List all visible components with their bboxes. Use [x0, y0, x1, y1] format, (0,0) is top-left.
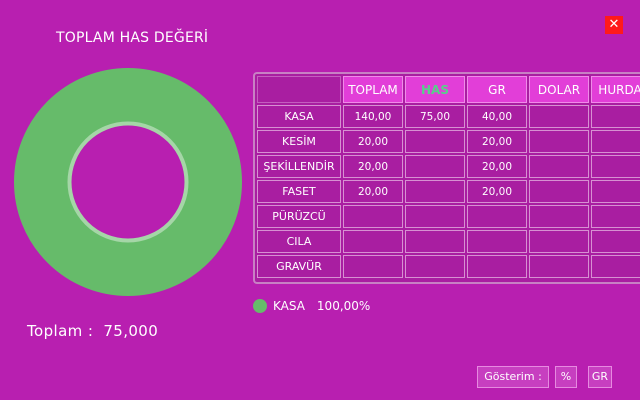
- total-label: Toplam :: [27, 322, 94, 340]
- table-cell[interactable]: [591, 180, 640, 203]
- row-label: CILA: [257, 230, 341, 253]
- table-cell[interactable]: 40,00: [467, 105, 527, 128]
- table-cell[interactable]: [343, 255, 403, 278]
- table-cell[interactable]: 140,00: [343, 105, 403, 128]
- row-label: KASA: [257, 105, 341, 128]
- table-cell[interactable]: [405, 180, 465, 203]
- table-cell[interactable]: [343, 230, 403, 253]
- table-cell[interactable]: 20,00: [467, 130, 527, 153]
- row-label: PÜRÜZCÜ: [257, 205, 341, 228]
- table-cell[interactable]: [467, 205, 527, 228]
- table-cell[interactable]: 20,00: [467, 155, 527, 178]
- table-row: ŞEKİLLENDİR 20,00 20,00: [257, 155, 640, 178]
- table-row: KESİM 20,00 20,00: [257, 130, 640, 153]
- table-row: CILA: [257, 230, 640, 253]
- table-cell[interactable]: [591, 130, 640, 153]
- table-cell[interactable]: 20,00: [343, 180, 403, 203]
- table-cell[interactable]: [405, 155, 465, 178]
- table-cell[interactable]: [343, 205, 403, 228]
- table-cell[interactable]: [529, 205, 589, 228]
- table-cell[interactable]: [591, 255, 640, 278]
- close-icon: ✕: [608, 17, 620, 32]
- total-summary: Toplam : 75,000: [27, 322, 158, 340]
- table-corner-cell: [257, 76, 341, 103]
- chart-legend: KASA 100,00%: [253, 299, 370, 313]
- table-cell[interactable]: [529, 155, 589, 178]
- table-cell[interactable]: 20,00: [467, 180, 527, 203]
- table-cell[interactable]: [405, 130, 465, 153]
- header-hurda[interactable]: HURDA: [591, 76, 640, 103]
- table-cell[interactable]: [467, 255, 527, 278]
- display-mode-label: Gösterim :: [477, 366, 549, 388]
- table-row: FASET 20,00 20,00: [257, 180, 640, 203]
- table-row: KASA 140,00 75,00 40,00: [257, 105, 640, 128]
- donut-chart: [14, 68, 242, 296]
- total-value: 75,000: [103, 322, 159, 340]
- table-cell[interactable]: [591, 105, 640, 128]
- header-toplam[interactable]: TOPLAM: [343, 76, 403, 103]
- table-cell[interactable]: [405, 205, 465, 228]
- values-table: TOPLAM HAS GR DOLAR HURDA KASA 140,00 75,0…: [253, 72, 640, 284]
- table-cell[interactable]: 20,00: [343, 155, 403, 178]
- pie-slice-kasa: [14, 68, 242, 296]
- header-has[interactable]: HAS: [405, 76, 465, 103]
- table-cell[interactable]: [591, 230, 640, 253]
- table-cell[interactable]: [529, 130, 589, 153]
- header-dolar[interactable]: DOLAR: [529, 76, 589, 103]
- table-cell[interactable]: 75,00: [405, 105, 465, 128]
- table-header-row: TOPLAM HAS GR DOLAR HURDA: [257, 76, 640, 103]
- close-button[interactable]: ✕: [605, 16, 623, 34]
- legend-percent: 100,00%: [316, 299, 371, 313]
- table-cell[interactable]: [591, 155, 640, 178]
- row-label: ŞEKİLLENDİR: [257, 155, 341, 178]
- table-cell[interactable]: [405, 230, 465, 253]
- table-cell[interactable]: [529, 180, 589, 203]
- row-label: GRAVÜR: [257, 255, 341, 278]
- table-cell[interactable]: [591, 205, 640, 228]
- page-title: TOPLAM HAS DEĞERİ: [56, 30, 209, 46]
- row-label: KESİM: [257, 130, 341, 153]
- table-cell[interactable]: [529, 105, 589, 128]
- table-cell[interactable]: [467, 230, 527, 253]
- legend-label: KASA: [273, 299, 305, 313]
- gram-mode-button[interactable]: GR: [588, 366, 612, 388]
- row-label: FASET: [257, 180, 341, 203]
- table-cell[interactable]: 20,00: [343, 130, 403, 153]
- legend-swatch: [253, 299, 267, 313]
- table-cell[interactable]: [529, 230, 589, 253]
- header-gr[interactable]: GR: [467, 76, 527, 103]
- table-row: PÜRÜZCÜ: [257, 205, 640, 228]
- table-cell[interactable]: [529, 255, 589, 278]
- percent-mode-button[interactable]: %: [555, 366, 577, 388]
- donut-inner-ring: [67, 121, 189, 243]
- table-row: GRAVÜR: [257, 255, 640, 278]
- table-cell[interactable]: [405, 255, 465, 278]
